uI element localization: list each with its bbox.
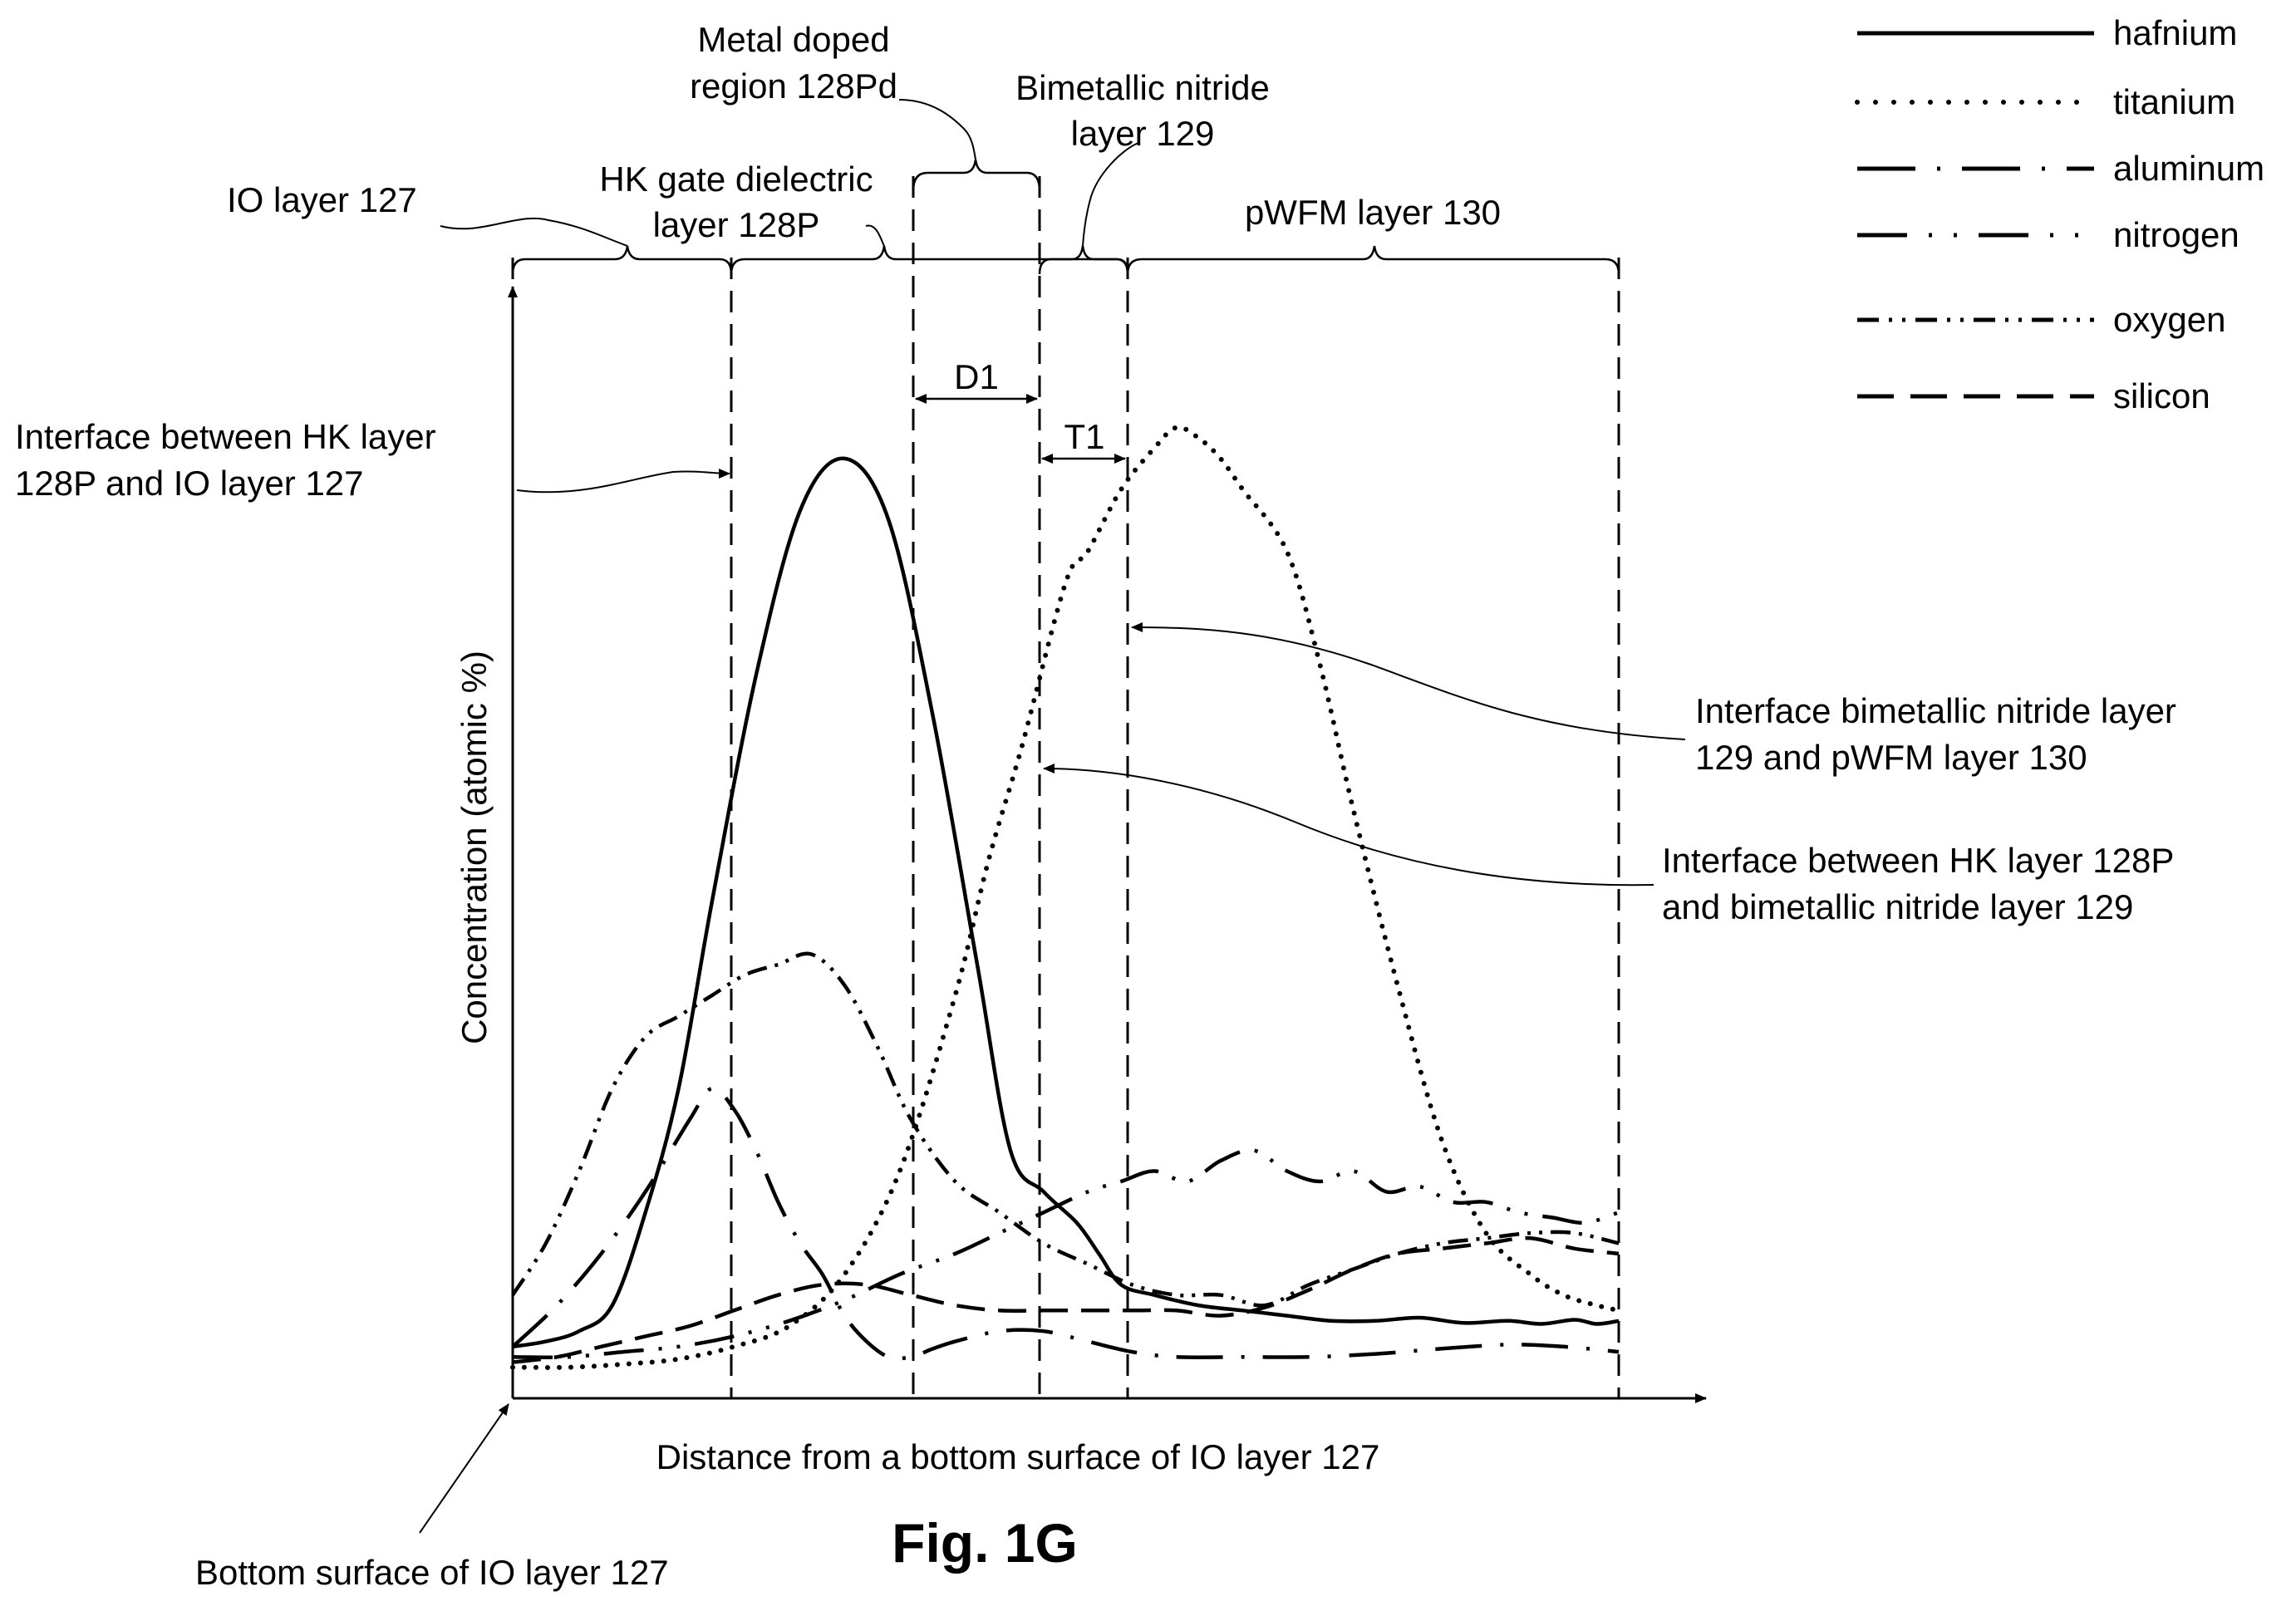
layer-boundaries: [511, 176, 1620, 1398]
legend-item-oxygen: oxygen: [1857, 300, 2225, 339]
legend-item-hafnium: hafnium: [1857, 13, 2237, 52]
label-iface-hk-bn-1: Interface between HK layer 128P: [1662, 841, 2174, 880]
legend-item-nitrogen: nitrogen: [1857, 215, 2239, 254]
label-iface-bn-pwfm-1: Interface bimetallic nitride layer: [1695, 691, 2176, 730]
series-line-titanium: [510, 425, 1621, 1370]
series-line-hafnium: [512, 456, 1620, 1349]
series-line-oxygen: [511, 951, 1620, 1308]
bracket-io-layer: [511, 245, 733, 275]
label-io-layer: IO layer 127: [227, 180, 417, 219]
legend-label-silicon: silicon: [2113, 376, 2210, 415]
label-iface-hk-bn-2: and bimetallic nitride layer 129: [1662, 887, 2133, 926]
figure-title: Fig. 1G: [892, 1512, 1078, 1574]
label-pwfm: pWFM layer 130: [1245, 193, 1501, 232]
t1-label: T1: [1064, 417, 1104, 456]
y-axis-title: Concentration (atomic %): [455, 651, 494, 1044]
dimension-markers: [915, 394, 1126, 464]
leader-iface-bn-pwfm: [1131, 622, 1686, 740]
label-hk-dielectric-1: HK gate dielectric: [599, 160, 873, 199]
label-bimetallic-2: layer 129: [1071, 114, 1215, 153]
label-bottom-surface: Bottom surface of IO layer 127: [195, 1553, 669, 1592]
series-group: [510, 425, 1621, 1370]
label-metal-doped-1: Metal doped: [697, 20, 889, 59]
leader-bottom-surface: [419, 1403, 509, 1534]
label-bimetallic-1: Bimetallic nitride: [1015, 68, 1270, 107]
legend-label-hafnium: hafnium: [2113, 13, 2237, 52]
legend: hafnium titanium aluminum nitrogen oxyge…: [1855, 13, 2264, 415]
legend-item-silicon: silicon: [1857, 376, 2210, 415]
legend-label-aluminum: aluminum: [2113, 149, 2264, 188]
legend-item-titanium: titanium: [1855, 82, 2235, 121]
label-iface-hk-io-2: 128P and IO layer 127: [15, 464, 364, 503]
legend-item-aluminum: aluminum: [1857, 149, 2264, 188]
legend-label-nitrogen: nitrogen: [2113, 215, 2239, 254]
leader-hk-dielectric: [865, 224, 885, 247]
label-metal-doped-2: region 128Pd: [690, 66, 897, 106]
leader-iface-hk-bn: [1043, 764, 1654, 886]
d1-label: D1: [954, 357, 999, 396]
series-line-nitrogen: [512, 1148, 1620, 1359]
label-hk-dielectric-2: layer 128P: [653, 205, 820, 244]
series-line-aluminum: [511, 1086, 1620, 1361]
legend-label-titanium: titanium: [2113, 82, 2235, 121]
leader-iface-hk-io: [516, 468, 730, 494]
leader-bimetallic: [1082, 142, 1139, 247]
bracket-pwfm: [1126, 245, 1620, 275]
leader-metal-doped: [898, 99, 976, 160]
leader-io-layer: [440, 217, 628, 247]
series-line-silicon: [512, 1235, 1620, 1364]
label-iface-hk-io-1: Interface between HK layer: [15, 417, 436, 456]
legend-label-oxygen: oxygen: [2113, 300, 2225, 339]
x-axis-title: Distance from a bottom surface of IO lay…: [656, 1437, 1380, 1476]
top-leaders: [440, 99, 1139, 247]
label-iface-bn-pwfm-2: 129 and pWFM layer 130: [1695, 738, 2087, 777]
interface-leaders: [419, 468, 1686, 1534]
bracket-metal-doped: [912, 159, 1041, 192]
